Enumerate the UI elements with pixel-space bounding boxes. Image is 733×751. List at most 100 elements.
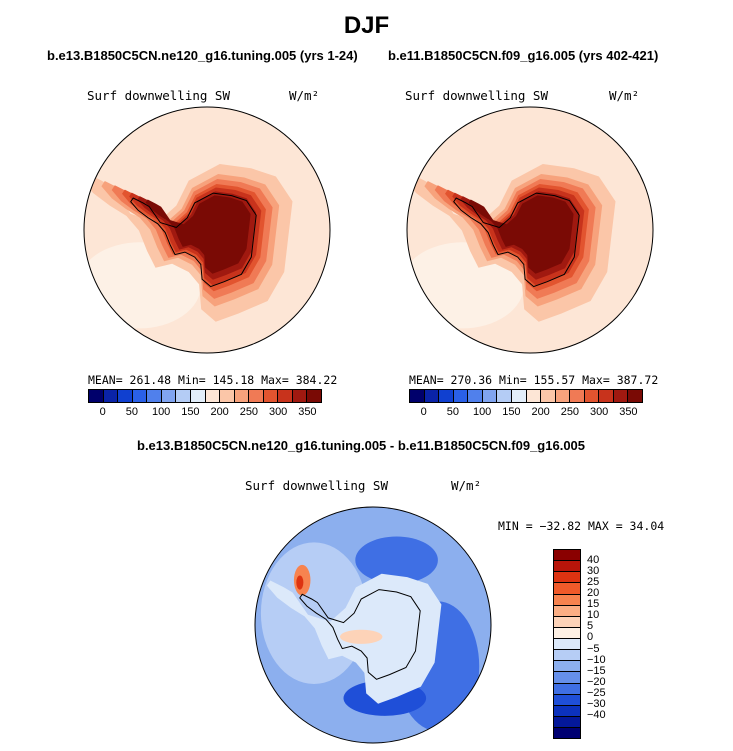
- diff-panel-colorbar-tick-label: 40: [587, 554, 600, 567]
- panel1-colorbar-swatch: [220, 390, 235, 402]
- panel2-stats: MEAN= 270.36 Min= 155.57 Max= 387.72: [409, 373, 659, 387]
- panel2-colorbar-swatch: [570, 390, 585, 402]
- diff-panel-colorbar-tick-label: −10: [587, 653, 606, 666]
- diff-panel-colorbar-swatch: [554, 594, 580, 606]
- panel1-colorbar-tick-label: 50: [125, 406, 138, 418]
- panel2-colorbar-swatch: [599, 390, 614, 402]
- diff-panel-colorbar-swatch: [554, 716, 580, 728]
- diff-panel-colorbar-tick-label: 25: [587, 576, 600, 589]
- diff-panel-colorbar-tick-label: 0: [587, 631, 594, 644]
- diff-panel-colorbar-swatch: [554, 650, 580, 662]
- diff-panel-polar-map: [254, 506, 492, 744]
- panel2-colorbar-swatch: [628, 390, 642, 402]
- panel1-units-label: W/m²: [289, 88, 320, 103]
- diff-panel-contour-band: [355, 536, 438, 584]
- panel1-colorbar-swatch: [161, 390, 177, 402]
- panel1-title: b.e13.B1850C5CN.ne120_g16.tuning.005 (yr…: [47, 48, 358, 63]
- diff-panel-title: b.e13.B1850C5CN.ne120_g16.tuning.005 - b…: [137, 438, 586, 453]
- panel2-colorbar: 0 50 100 150 200 250 300 350: [409, 389, 643, 418]
- panel1-colorbar-tick-label: 250: [239, 406, 259, 418]
- panel1-colorbar-swatch: [205, 390, 221, 402]
- diff-panel-colorbar-tick-label: 5: [587, 620, 594, 633]
- panel2-coastline: [453, 192, 580, 288]
- panel2-colorbar-swatch: [410, 390, 425, 402]
- panel1-map-boundary: [83, 106, 331, 354]
- panel2-title: b.e11.B1850C5CN.f09_g16.005 (yrs 402-421…: [388, 48, 659, 63]
- panel2-map-boundary: [406, 106, 654, 354]
- panel1-coastline: [130, 192, 257, 288]
- panel2-contour-band: [468, 195, 574, 274]
- diff-panel-colorbar-tick-label: −5: [587, 642, 600, 655]
- panel1-colorbar-tick-label: 350: [298, 406, 317, 418]
- panel1-colorbar-swatch: [234, 390, 250, 402]
- diff-panel-colorbar-tick-label: 15: [587, 598, 600, 611]
- panel2-colorbar-swatch: [497, 390, 512, 402]
- panel1-colorbar-swatch: [263, 390, 279, 402]
- panel2-polar-map: [406, 106, 654, 354]
- diff-panel-colorbar-swatch: [554, 639, 580, 651]
- panel2-variable-label: Surf downwelling SW: [405, 88, 548, 103]
- diff-panel-contour-band: [339, 629, 383, 644]
- panel1-colorbar-swatch: [89, 390, 104, 402]
- diff-panel-colorbar-swatch: [554, 572, 580, 584]
- panel2-colorbar-swatch: [541, 390, 556, 402]
- diff-panel-colorbar-tick-label: 30: [587, 565, 600, 578]
- panel2-colorbar-tick-label: 300: [589, 406, 609, 418]
- panel2-colorbar-swatch: [453, 390, 469, 402]
- panel1-colorbar-swatch: [103, 390, 119, 402]
- diff-panel-colorbar-tick-label: −20: [587, 675, 606, 688]
- diff-panel-colorbar-swatch: [554, 728, 580, 739]
- panel2-colorbar-swatch: [526, 390, 542, 402]
- panel2-colorbar-swatch: [424, 390, 440, 402]
- panel1-colorbar-swatch: [132, 390, 148, 402]
- panel1-colorbar-swatch: [118, 390, 133, 402]
- panel1-colorbar-swatch: [190, 390, 206, 402]
- panel2-colorbar-swatch: [555, 390, 571, 402]
- panel2-colorbar-swatch: [439, 390, 454, 402]
- panel1-colorbar-swatch: [176, 390, 191, 402]
- diff-panel-colorbar-swatch: [554, 583, 580, 595]
- panel1-colorbar-swatch: [307, 390, 321, 402]
- diff-panel-variable-label: Surf downwelling SW: [245, 478, 388, 493]
- panel2-colorbar-tick-label: 50: [446, 406, 459, 418]
- panel2-colorbar-swatch: [511, 390, 527, 402]
- diff-panel-colorbar: 40 30 25 20 15 10 5 0 −5 −10 −15 −20 −25 −30 −40: [553, 549, 606, 739]
- diff-panel-colorbar-tick-label: 10: [587, 609, 600, 622]
- diff-panel-colorbar-swatch: [554, 683, 580, 695]
- diff-panel-colorbar-swatch: [554, 705, 580, 717]
- figure-title: DJF: [343, 12, 390, 39]
- panel1-colorbar-tick-label: 0: [99, 406, 106, 418]
- panel1-colorbar-tick-label: 200: [210, 406, 229, 418]
- panel2-colorbar-tick-label: 0: [420, 406, 427, 418]
- diff-panel-colorbar-swatch: [554, 661, 580, 673]
- panel2-colorbar-swatch: [482, 390, 498, 402]
- panel2-colorbar-tick-label: 100: [472, 406, 492, 418]
- panel1-colorbar-swatch: [278, 390, 293, 402]
- diff-panel-colorbar-tick-label: 20: [587, 587, 600, 600]
- panel1-contour-band: [145, 195, 251, 274]
- diff-panel-stats: MIN = −32.82 MAX = 34.04: [498, 519, 665, 533]
- diff-panel-colorbar-swatch: [554, 694, 580, 706]
- diff-panel-colorbar-swatch: [554, 561, 580, 573]
- diff-panel-colorbar-tick-label: −25: [587, 686, 606, 699]
- diff-panel-colorbar-swatch: [554, 672, 580, 684]
- diff-panel-contour-band: [296, 575, 304, 590]
- panel1-variable-label: Surf downwelling SW: [87, 88, 230, 103]
- diff-panel-colorbar-swatch: [554, 550, 580, 562]
- panel1-colorbar-tick-label: 100: [151, 406, 171, 418]
- diff-panel-colorbar-swatch: [554, 605, 580, 617]
- panel1-stats: MEAN= 261.48 Min= 145.18 Max= 384.22: [88, 373, 338, 387]
- panel1-colorbar-swatch: [292, 390, 308, 402]
- diff-panel-colorbar-tick-label: −30: [587, 697, 606, 710]
- panel2-colorbar-tick-label: 200: [531, 406, 550, 418]
- diff-panel-colorbar-swatch: [554, 627, 580, 639]
- panel1-colorbar-tick-label: 150: [181, 406, 200, 418]
- panel2-units-label: W/m²: [609, 88, 640, 103]
- diff-panel-map-boundary: [254, 506, 492, 744]
- panel2-colorbar-tick-label: 250: [560, 406, 580, 418]
- panel1-colorbar: 0 50 100 150 200 250 300 350: [88, 389, 322, 418]
- panel1-colorbar-tick-label: 300: [268, 406, 288, 418]
- panel2-colorbar-swatch: [613, 390, 629, 402]
- panel2-colorbar-tick-label: 150: [502, 406, 521, 418]
- diff-panel-colorbar-tick-label: −15: [587, 664, 606, 677]
